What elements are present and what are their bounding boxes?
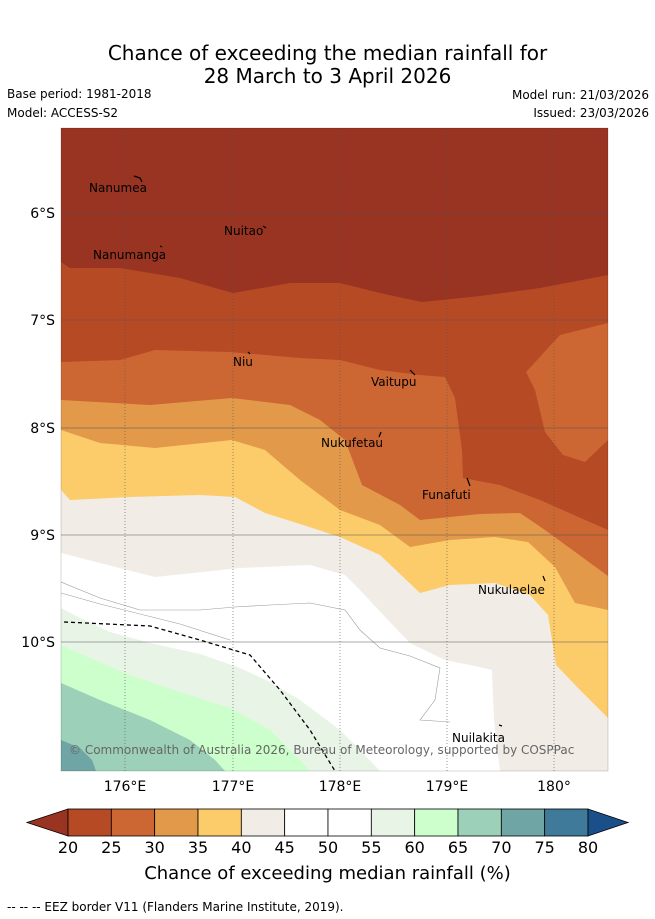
place-label-nuilakita: Nuilakita	[452, 731, 505, 745]
issued-date: Issued: 23/03/2026	[533, 106, 649, 120]
place-label-niu: Niu	[233, 355, 253, 369]
colorbar-segment	[457, 808, 502, 837]
colorbar-tick-label: 40	[231, 838, 252, 857]
colorbar-tick-label: 60	[404, 838, 425, 857]
contour-lines	[61, 581, 451, 723]
band-30-35-east	[526, 323, 608, 462]
place-label-nukufetau: Nukufetau	[321, 436, 383, 450]
band-70-75	[61, 740, 96, 771]
colorbar-segment	[67, 808, 112, 837]
colorbar-title: Chance of exceeding median rainfall (%)	[144, 863, 511, 884]
lat-label-10s: 10°S	[21, 635, 55, 651]
colorbar-segment	[154, 808, 199, 837]
place-label-nanumanga: Nanumanga	[93, 248, 166, 262]
colorbar-segment	[414, 808, 459, 837]
place-label-nanumea: Nanumea	[89, 181, 147, 195]
colorbar-tick-label: 50	[317, 838, 339, 857]
colorbar-segment	[110, 808, 156, 837]
place-label-nukulaelae: Nukulaelae	[478, 583, 545, 597]
lat-label-7s: 7°S	[30, 313, 55, 329]
base-period: Base period: 1981-2018	[7, 87, 152, 101]
eez-footer-note: -- -- -- EEZ border V11 (Flanders Marine…	[7, 900, 344, 914]
band-65-70	[61, 683, 225, 771]
colorbar-segment	[500, 808, 546, 837]
lat-label-9s: 9°S	[30, 528, 55, 544]
place-label-funafuti: Funafuti	[422, 488, 471, 502]
map-frame	[60, 127, 609, 772]
lon-label-177e: 177°E	[212, 779, 255, 795]
colorbar-low-extension	[25, 808, 69, 837]
colorbar-tick-label: 25	[101, 838, 122, 857]
place-label-vaitupu: Vaitupu	[371, 375, 417, 389]
map-title-line-1: Chance of exceeding the median rainfall …	[107, 41, 548, 65]
lon-label-178e: 178°E	[319, 779, 362, 795]
colorbar-tick-label: 75	[534, 838, 555, 857]
colorbar-tick-label: 35	[187, 838, 209, 857]
colorbar-segment	[284, 808, 329, 837]
eez-border	[63, 621, 336, 771]
model-run-date: Model run: 21/03/2026	[511, 88, 649, 102]
colorbar	[25, 808, 630, 837]
lon-label-179e: 179°E	[426, 779, 469, 795]
graticule	[124, 128, 555, 771]
colorbar-segment	[544, 808, 589, 837]
copyright-notice: © Commonwealth of Australia 2026, Bureau…	[69, 743, 574, 757]
model-name: Model: ACCESS-S2	[7, 106, 119, 120]
lon-label-180: 180°	[537, 779, 571, 795]
colorbar-tick-label: 30	[144, 838, 165, 857]
colorbar-tick-label: 65	[447, 838, 469, 857]
colorbar-high-extension	[587, 808, 630, 837]
map-title-line-2: 28 March to 3 April 2026	[203, 64, 452, 88]
colorbar-segment	[327, 808, 372, 837]
colorbar-tick-label: 20	[57, 838, 79, 857]
lat-label-6s: 6°S	[30, 206, 55, 222]
colorbar-segment	[197, 808, 242, 837]
colorbar-tick-label: 55	[361, 838, 382, 857]
island-shapes	[133, 175, 546, 727]
lat-label-8s: 8°S	[30, 421, 55, 437]
colorbar-segment	[240, 808, 286, 837]
colorbar-tick-label: 80	[577, 838, 599, 857]
place-label-nuitao: Nuitao	[224, 224, 263, 238]
latitude-lines	[61, 212, 608, 643]
colorbar-segment	[370, 808, 416, 837]
colorbar-tick-label: 45	[274, 838, 295, 857]
colorbar-tick-label: 70	[491, 838, 512, 857]
lon-label-176e: 176°E	[104, 779, 147, 795]
